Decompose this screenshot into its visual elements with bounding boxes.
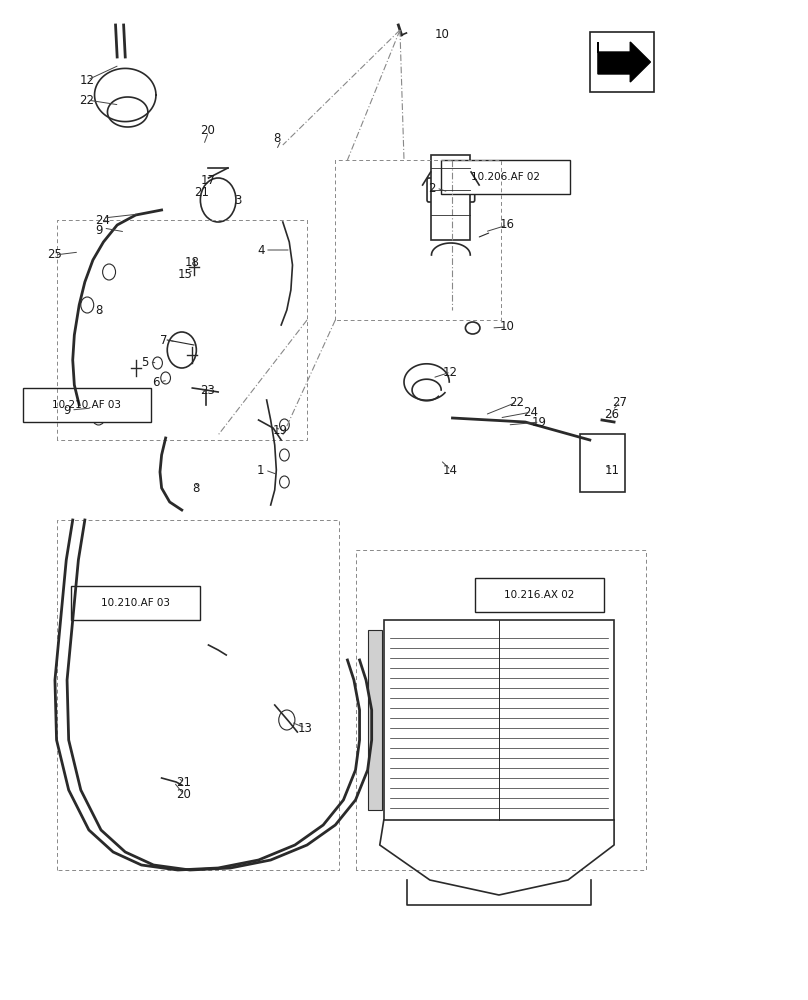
Circle shape (161, 372, 170, 384)
Text: 24: 24 (524, 406, 539, 418)
Text: 10: 10 (499, 320, 514, 334)
Text: 7: 7 (160, 334, 167, 347)
Bar (431, 155, 470, 240)
Text: 10.206.AF 02: 10.206.AF 02 (471, 172, 540, 182)
Text: 21: 21 (194, 186, 209, 198)
Text: 19: 19 (273, 424, 288, 436)
Text: 8: 8 (192, 482, 200, 494)
Text: 1: 1 (257, 464, 264, 477)
Text: 10: 10 (435, 28, 449, 41)
Text: 23: 23 (200, 383, 215, 396)
Text: 12: 12 (79, 74, 95, 87)
Text: 24: 24 (95, 214, 111, 227)
Text: 22: 22 (509, 395, 524, 408)
Text: 25: 25 (47, 248, 61, 261)
Bar (384, 620, 614, 820)
FancyBboxPatch shape (441, 160, 570, 194)
Text: 10.216.AX 02: 10.216.AX 02 (504, 590, 574, 600)
Text: 17: 17 (200, 174, 216, 186)
Circle shape (167, 332, 196, 368)
FancyBboxPatch shape (71, 586, 200, 620)
Text: 3: 3 (234, 194, 242, 207)
FancyBboxPatch shape (475, 578, 604, 612)
Text: 10.210.AF 03: 10.210.AF 03 (101, 598, 170, 608)
Bar (580, 434, 625, 492)
Text: 20: 20 (200, 123, 215, 136)
Circle shape (280, 449, 289, 461)
Text: 22: 22 (79, 94, 95, 106)
Circle shape (103, 264, 116, 280)
Text: 16: 16 (499, 219, 515, 232)
Text: 9: 9 (95, 224, 103, 236)
Text: 15: 15 (178, 267, 192, 280)
Text: 2: 2 (428, 182, 436, 194)
Circle shape (81, 297, 94, 313)
FancyBboxPatch shape (427, 178, 475, 202)
FancyBboxPatch shape (23, 388, 151, 422)
Text: 5: 5 (141, 356, 149, 368)
Text: 12: 12 (443, 365, 458, 378)
Text: 11: 11 (604, 464, 620, 477)
Text: 20: 20 (176, 788, 191, 802)
Bar (368, 630, 382, 810)
Circle shape (280, 419, 289, 431)
Polygon shape (598, 42, 650, 82)
Text: 19: 19 (532, 416, 547, 428)
Text: 27: 27 (612, 395, 628, 408)
Circle shape (200, 178, 236, 222)
Text: 10.210.AF 03: 10.210.AF 03 (53, 400, 121, 410)
Text: 6: 6 (152, 375, 159, 388)
Text: 4: 4 (257, 243, 264, 256)
Circle shape (92, 409, 105, 425)
Circle shape (280, 476, 289, 488)
Text: 9: 9 (63, 403, 70, 416)
Bar (590, 32, 654, 92)
Text: 13: 13 (297, 722, 312, 734)
Circle shape (279, 710, 295, 730)
Text: 8: 8 (95, 304, 103, 316)
Text: 18: 18 (184, 255, 199, 268)
Text: 26: 26 (604, 408, 620, 420)
Circle shape (153, 357, 162, 369)
Text: 21: 21 (176, 776, 191, 788)
Text: 14: 14 (443, 464, 458, 477)
Ellipse shape (465, 322, 480, 334)
Text: 8: 8 (273, 131, 280, 144)
